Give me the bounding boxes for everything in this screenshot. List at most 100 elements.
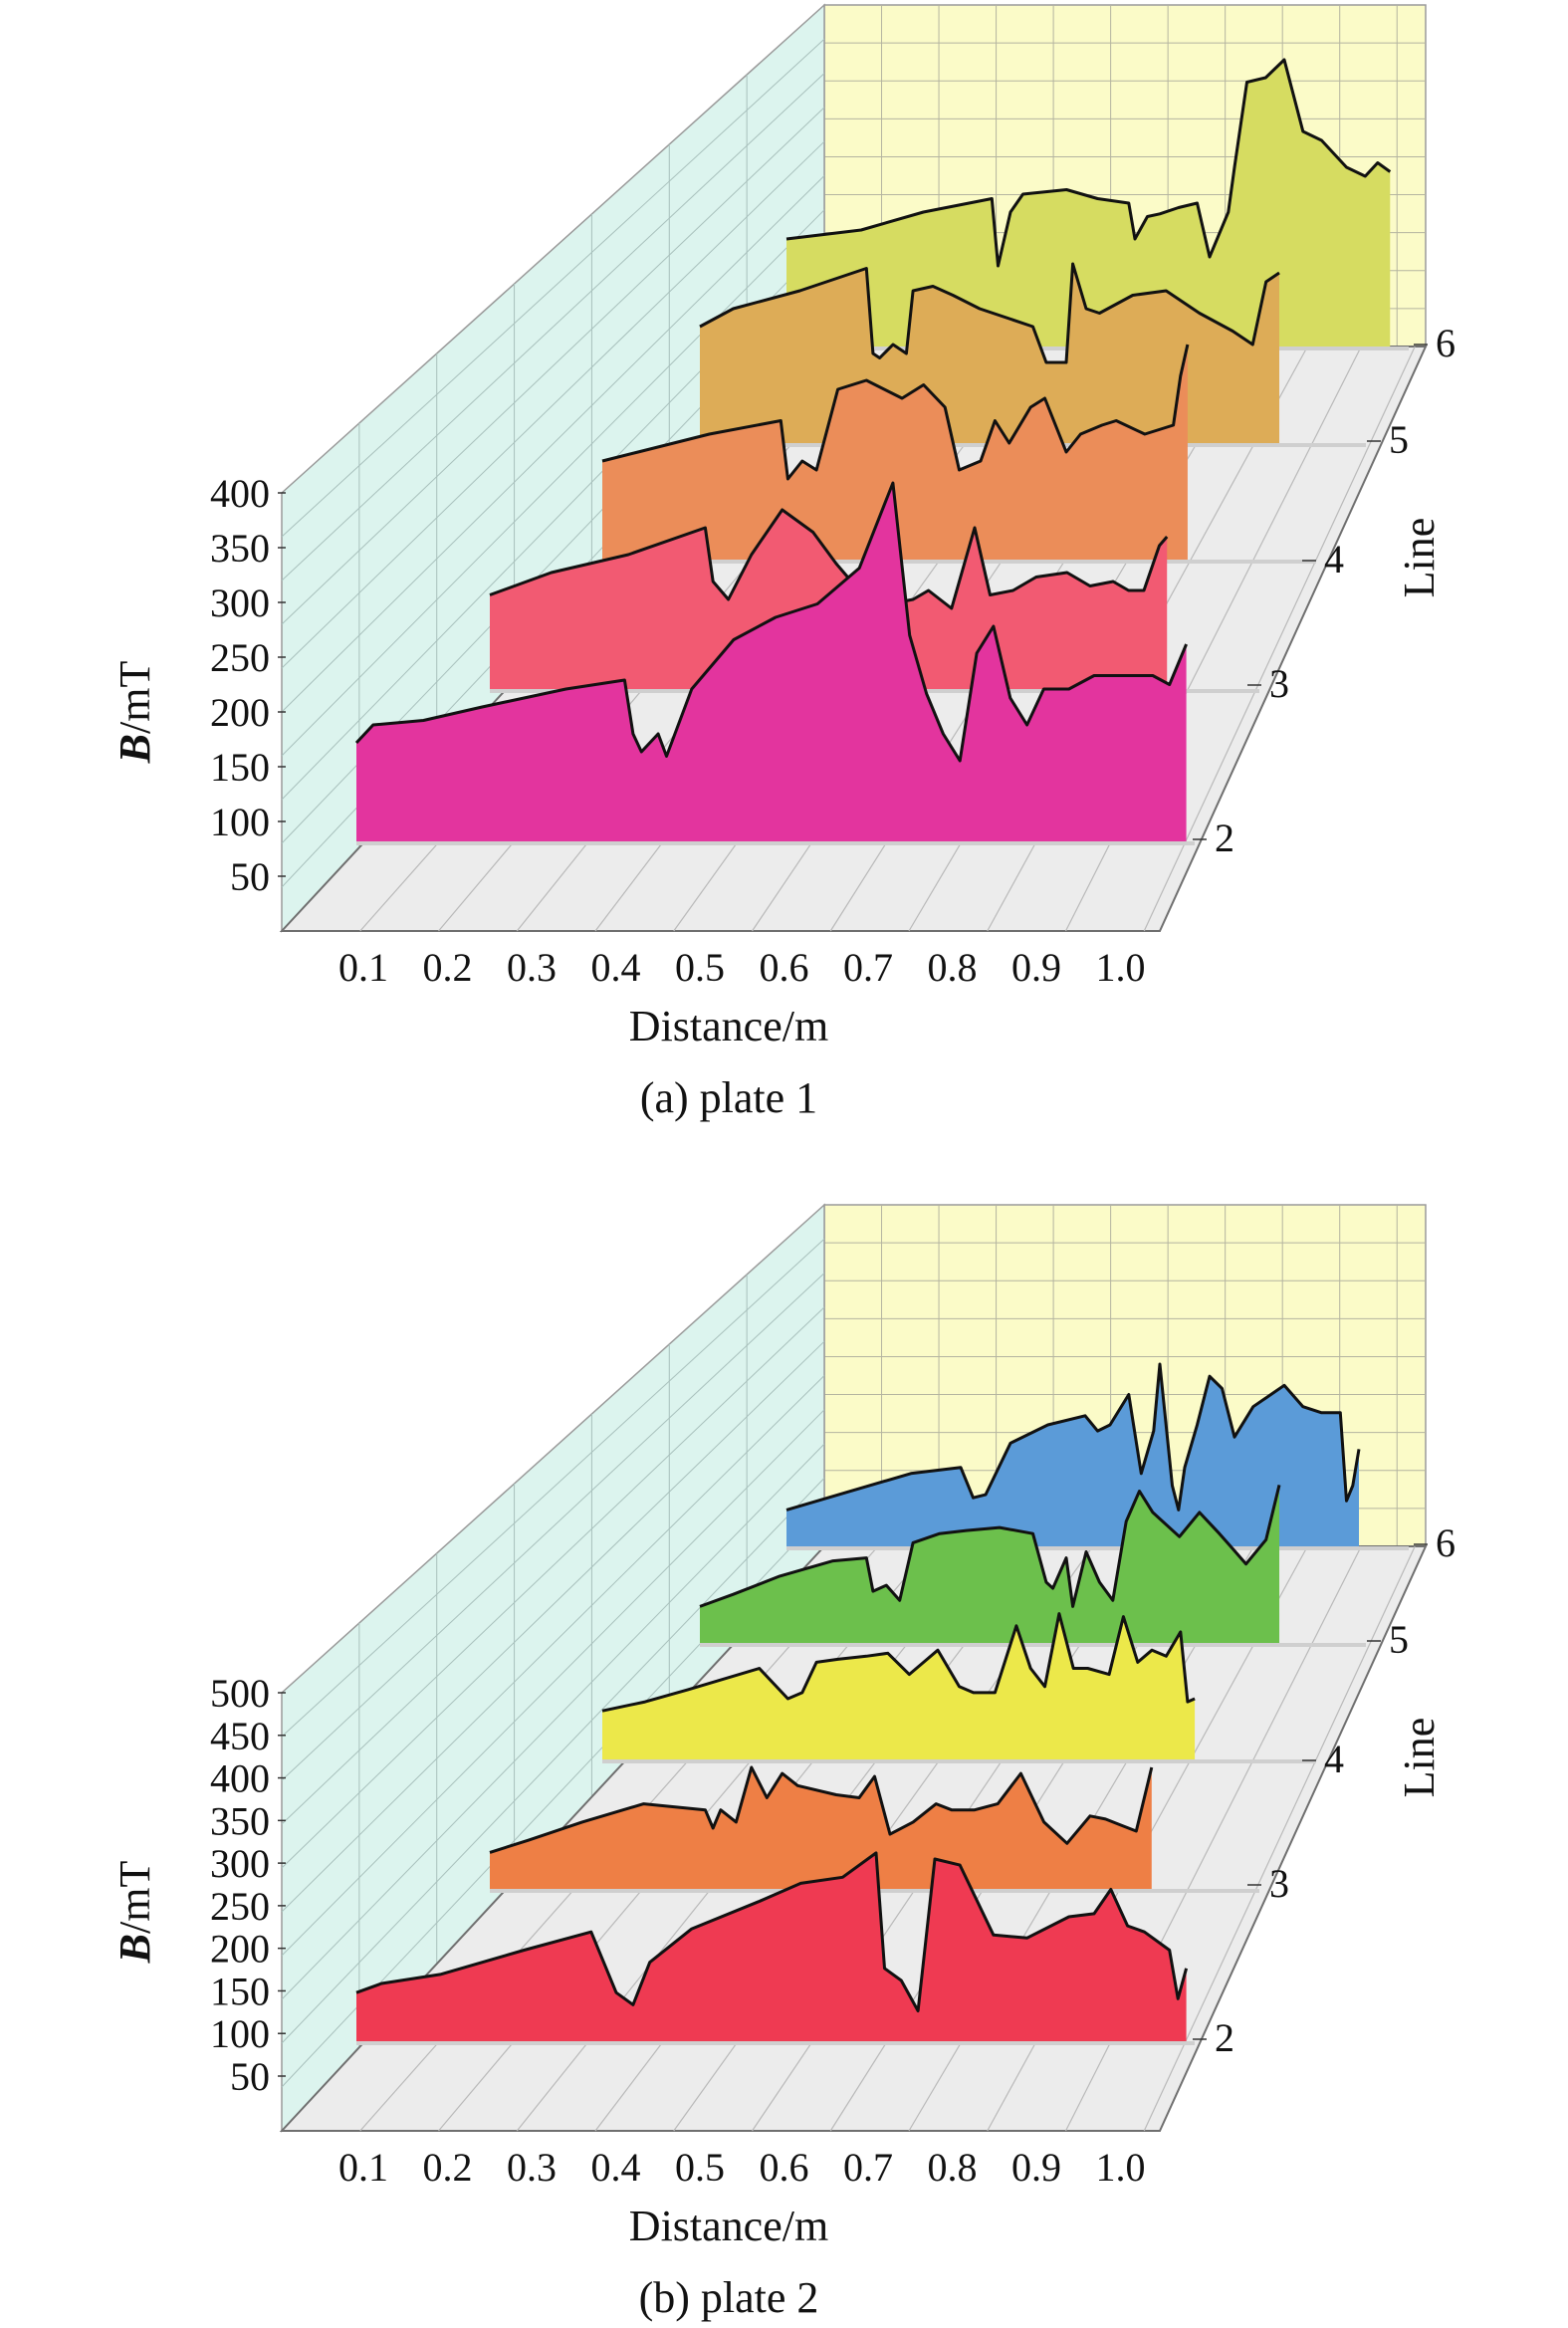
y-tick-label: 50 (230, 854, 270, 899)
left-grid (281, 1375, 825, 1913)
series-base-2 (356, 841, 1195, 845)
x-tick-label: 0.3 (507, 2145, 557, 2190)
left-grid (281, 107, 825, 625)
series-area-line-4 (602, 1613, 1196, 1759)
y-tick-label: 150 (210, 745, 270, 790)
left-grid (281, 175, 825, 713)
y-tick-label: 400 (210, 471, 270, 516)
y-tick-label: 500 (210, 1671, 270, 1716)
series-area-line-2 (356, 1852, 1187, 2041)
series-line-3 (489, 508, 1169, 610)
left-grid (281, 1443, 825, 2000)
series-area-line-6 (786, 1364, 1359, 1546)
left-grid (281, 209, 825, 757)
left-grid (281, 38, 825, 538)
left-grid (281, 1409, 825, 1957)
series-base-6 (786, 1546, 1409, 1550)
x-tick-label: 0.1 (338, 2145, 388, 2190)
x-tick-label: 0.7 (843, 2145, 893, 2190)
y-axis-label-symbol: B (111, 734, 159, 764)
y-tick-label: 350 (210, 1798, 270, 1843)
x-tick-label: 1.0 (1096, 945, 1146, 990)
z-tick-label: 2 (1215, 815, 1234, 860)
x-tick-label: 0.8 (928, 2145, 978, 2190)
x-tick-label: 0.9 (1011, 2145, 1061, 2190)
series-area-line-5 (700, 1485, 1280, 1643)
series-base-5 (700, 1643, 1366, 1647)
x-tick-label: 0.8 (928, 945, 978, 990)
y-axis-label: B/mT (111, 1861, 159, 1965)
series-base-4 (602, 1759, 1316, 1763)
series-line-6 (785, 1362, 1361, 1512)
left-grid (281, 1478, 825, 2044)
series-base-4 (602, 560, 1316, 564)
y-axis-label: B/mT (111, 661, 159, 765)
series-line-2 (355, 1851, 1189, 2012)
y-tick-label: 400 (210, 1756, 270, 1801)
y-tick-label: 200 (210, 690, 270, 735)
left-grid (281, 1340, 825, 1869)
series-line-4 (601, 344, 1190, 481)
y-tick-label: 350 (210, 526, 270, 571)
x-tick-label: 0.3 (507, 945, 557, 990)
z-tick-label: 6 (1436, 321, 1456, 365)
series-line-4 (601, 1612, 1196, 1713)
series-line-5 (699, 262, 1280, 364)
panel-plate-1: 50 100 150 200 250 300 350 400 B/mT 0.1 0.2 0.3 0.4 0… (111, 3, 1456, 1122)
z-axis-label: Line (1395, 1718, 1444, 1798)
z-axis-label: Line (1395, 518, 1444, 598)
y-tick-label: 300 (210, 581, 270, 625)
y-tick-label: 300 (210, 1841, 270, 1886)
caption: (a) plate 1 (640, 1073, 817, 1122)
x-tick-label: 0.6 (760, 945, 809, 990)
left-grid (281, 1238, 825, 1738)
z-tick-label: 4 (1324, 1737, 1344, 1781)
y-tick-label: 100 (210, 2011, 270, 2056)
x-tick-label: 0.5 (675, 2145, 725, 2190)
y-tick-label: 250 (210, 635, 270, 680)
z-tick-label: 3 (1269, 661, 1289, 706)
left-grid (281, 140, 825, 669)
floor-grid (1143, 1545, 1416, 2132)
z-tick-label: 2 (1215, 2015, 1234, 2060)
series-area-line-6 (786, 60, 1391, 347)
x-tick-label: 0.9 (1011, 945, 1061, 990)
series-area-line-3 (490, 1767, 1152, 1889)
x-axis-label: Distance/m (629, 1002, 828, 1050)
z-tick-label: 3 (1269, 1861, 1289, 1906)
x-axis-label: Distance/m (629, 2202, 828, 2250)
left-grid (281, 73, 825, 582)
x-tick-label: 0.2 (423, 945, 473, 990)
floor-grid (1143, 346, 1416, 932)
series-base-2 (356, 2041, 1195, 2045)
series-line-5 (699, 1485, 1281, 1608)
x-tick-label: 0.2 (423, 2145, 473, 2190)
y-tick-label: 150 (210, 1969, 270, 2013)
z-tick-label: 6 (1436, 1520, 1456, 1565)
z-tick-label: 5 (1389, 1617, 1409, 1662)
y-axis-label-symbol: B (111, 1934, 159, 1964)
y-tick-label: 50 (230, 2054, 270, 2099)
z-tick-label: 4 (1324, 537, 1344, 582)
left-grid (281, 1306, 825, 1825)
z-tick-label: 5 (1389, 417, 1409, 462)
series-line-6 (785, 58, 1392, 268)
x-tick-label: 0.7 (843, 945, 893, 990)
x-tick-label: 1.0 (1096, 2145, 1146, 2190)
x-tick-label: 0.1 (338, 945, 388, 990)
series-line-2 (354, 481, 1188, 763)
y-tick-label: 100 (210, 800, 270, 844)
y-tick-label: 200 (210, 1927, 270, 1972)
y-axis-label-unit: /mT (111, 1861, 159, 1934)
y-tick-label: 450 (210, 1714, 270, 1758)
series-area-line-4 (602, 345, 1188, 560)
x-tick-label: 0.4 (591, 945, 641, 990)
x-tick-label: 0.4 (591, 2145, 641, 2190)
x-tick-label: 0.5 (675, 945, 725, 990)
left-grid (281, 1273, 825, 1781)
caption: (b) plate 2 (639, 2273, 819, 2322)
series-area-line-2 (356, 483, 1187, 841)
y-tick-label: 250 (210, 1884, 270, 1929)
